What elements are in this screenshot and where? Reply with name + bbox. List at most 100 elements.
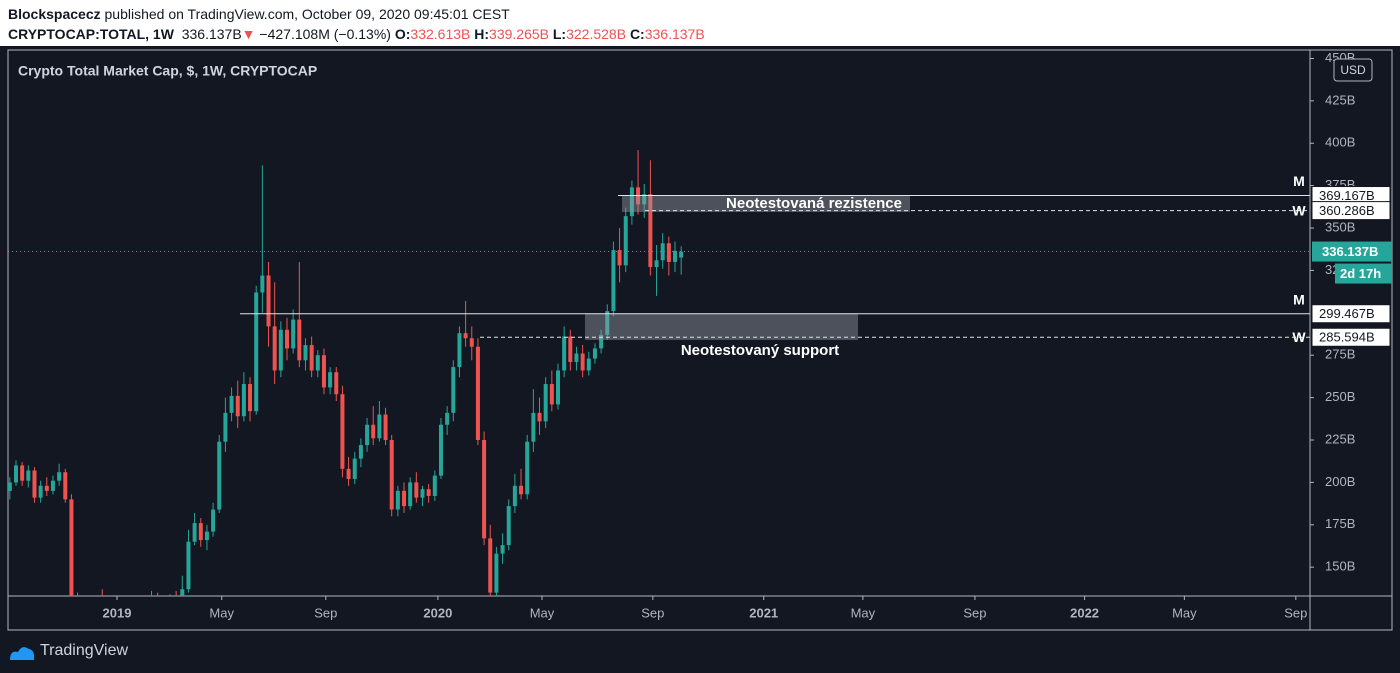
candle-body [198, 523, 203, 541]
candle-body [241, 384, 246, 417]
candle-body [266, 275, 271, 327]
candle-body [50, 480, 55, 491]
l: L: [552, 26, 567, 42]
candle-body [26, 470, 31, 481]
candle-body [451, 367, 456, 413]
author: Blockspacecz [8, 6, 101, 22]
candle-body [402, 490, 407, 507]
candle-body [500, 545, 505, 554]
y-tick-label: 275B [1325, 347, 1355, 362]
support-zone [585, 314, 858, 340]
candle-body [445, 412, 450, 425]
x-tick-label: 2019 [103, 605, 132, 620]
candle-body [180, 589, 185, 596]
x-tick-label: Sep [1284, 605, 1307, 620]
x-tick-label: May [209, 605, 234, 620]
candle-body [629, 187, 634, 217]
c-value: 336.137B [644, 26, 705, 42]
level-label: 360.286B [1319, 203, 1375, 218]
y-tick-label: 150B [1325, 559, 1355, 574]
level-tag: W [1292, 329, 1306, 345]
currency-button[interactable] [1333, 58, 1373, 82]
candle-body [642, 194, 647, 205]
candle-body [260, 275, 265, 293]
candle-body [506, 506, 511, 546]
candle-body [204, 531, 209, 541]
candle-body [303, 345, 308, 361]
level-label: 369.167B [1319, 188, 1375, 203]
frame [7, 49, 1393, 631]
candle-body [223, 412, 228, 442]
candle-body [568, 336, 573, 362]
candle-body [32, 470, 37, 498]
candle-body [555, 370, 560, 405]
candle-body [371, 424, 376, 439]
candle-body [605, 311, 610, 335]
published: published on TradingView.com, October 09… [104, 6, 510, 22]
brand: TradingView [40, 642, 129, 659]
x-tick-label: 2020 [423, 605, 452, 620]
countdown-tag [1335, 263, 1392, 284]
x-tick-label: Sep [641, 605, 664, 620]
candle-body [482, 440, 487, 539]
footer: TradingView [10, 642, 129, 660]
candle-body [377, 414, 382, 439]
candle-body [648, 194, 653, 268]
h-value: 339.265B [489, 26, 549, 42]
candle-body [469, 338, 474, 347]
candle-body [574, 353, 579, 362]
level-tag: M [1293, 173, 1305, 189]
countdown-label: 2d 17h [1340, 266, 1381, 281]
level-label-box [1311, 304, 1391, 324]
candle-body [463, 333, 468, 339]
last: 336.137B [181, 26, 242, 42]
candle-body [488, 538, 493, 593]
candle-body [673, 250, 678, 262]
level-label-box [1311, 327, 1391, 347]
candle-body [519, 485, 524, 495]
candle-body [531, 412, 536, 442]
y-tick-label: 350B [1325, 219, 1355, 234]
candle-body [248, 384, 253, 412]
o: O: [394, 26, 411, 42]
y-tick-label: 250B [1325, 389, 1355, 404]
currency-label: USD [1340, 63, 1366, 77]
candle-body [235, 395, 240, 417]
candle-body [549, 384, 554, 405]
candle-body [512, 485, 517, 507]
candle-body [272, 326, 277, 371]
candle-body [611, 250, 616, 312]
candle-body [494, 553, 499, 593]
candle-body [389, 440, 394, 510]
x-tick-label: 2022 [1070, 605, 1099, 620]
candle-body [395, 490, 400, 510]
candle-body [623, 216, 628, 266]
candle-body [57, 472, 62, 481]
legend: CRYPTOCAP:TOTAL, 1W 336.137B▼ −427.108M … [8, 26, 705, 42]
candle-body [383, 414, 388, 440]
plot [8, 150, 684, 596]
y-tick-label: 200B [1325, 474, 1355, 489]
candle-body [63, 472, 68, 500]
candle-body [309, 345, 314, 371]
candle-body [599, 334, 604, 349]
candle-body [328, 372, 333, 388]
resistance-zone [622, 195, 910, 212]
l-value: 322.528B [566, 26, 627, 42]
y-tick-label: 425B [1325, 92, 1355, 107]
candle-body [525, 441, 530, 495]
level-label-box [1311, 201, 1391, 221]
y-tick-label: 175B [1325, 516, 1355, 531]
y-tick-label: 400B [1325, 135, 1355, 150]
candle-body [408, 482, 413, 507]
level-tag: W [1292, 202, 1306, 218]
candle-body [38, 485, 43, 498]
candle-body [420, 489, 425, 498]
candle-body [297, 319, 302, 361]
candle-body [278, 329, 283, 371]
level-label: 299.467B [1319, 306, 1375, 321]
candle-body [365, 424, 370, 446]
candle-body [660, 243, 665, 261]
h: H: [474, 26, 490, 42]
